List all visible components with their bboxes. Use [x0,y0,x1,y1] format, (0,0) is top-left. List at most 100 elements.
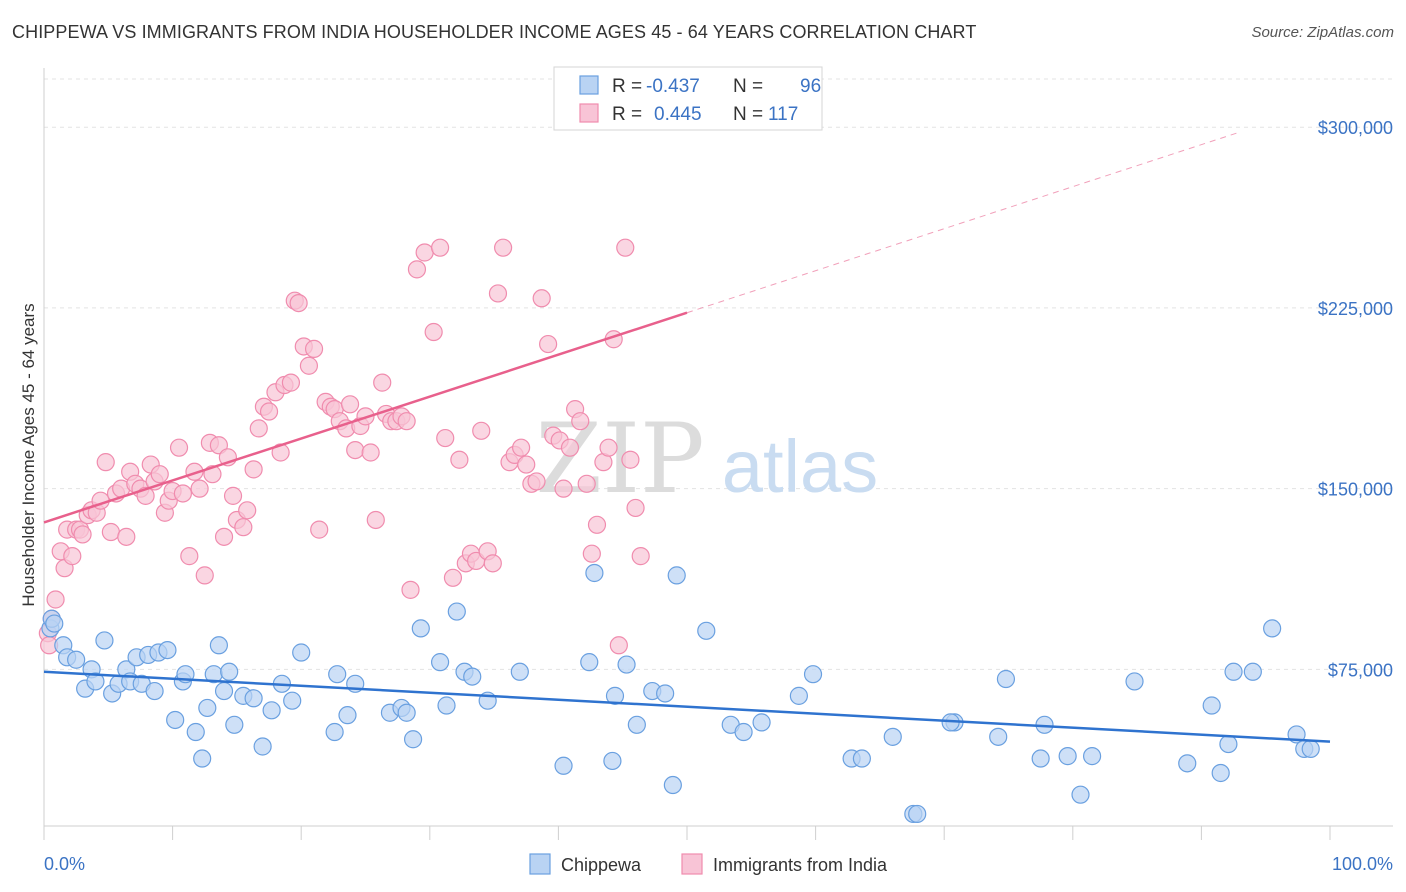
point-chippewa-68 [752,713,771,732]
series-legend-label-chippewa: Chippewa [561,855,642,875]
point-chippewa-91 [1243,662,1262,681]
series-legend-swatch-chippewa [529,853,551,875]
point-india-94 [512,438,531,457]
legend-swatch-chippewa [579,75,599,95]
legend-r-label: R = [612,76,642,97]
point-chippewa-29 [220,662,239,681]
point-chippewa-46 [411,619,430,638]
point-india-46 [249,419,268,438]
point-india-110 [599,438,618,457]
point-india-26 [150,465,169,484]
point-india-98 [532,289,551,308]
point-india-105 [571,412,590,431]
point-chippewa-82 [1058,747,1077,766]
chart-source: Source: ZipAtlas.com [1251,24,1394,41]
point-india-114 [621,450,640,469]
chart-title: CHIPPEWA VS IMMIGRANTS FROM INDIA HOUSEH… [12,22,977,42]
point-india-54 [289,294,308,313]
point-chippewa-17 [145,681,164,701]
point-chippewa-54 [554,756,573,775]
point-chippewa-33 [253,737,272,756]
point-chippewa-78 [989,727,1008,746]
point-india-52 [281,373,301,392]
series-legend-label-india: Immigrants from India [713,855,888,875]
point-chippewa-80 [1031,749,1050,768]
axes [43,68,1393,840]
point-chippewa-39 [328,665,347,684]
point-india-44 [238,501,257,520]
point-india-77 [407,260,427,279]
point-india-57 [304,339,324,358]
point-india-69 [366,510,385,530]
point-india-79 [424,322,443,342]
point-india-115 [626,498,645,518]
point-chippewa-57 [603,751,622,771]
point-chippewa-2 [45,614,64,633]
correlation-legend: R = -0.437 N = 96 R = 0.445 N = 117 [553,66,823,131]
point-india-90 [488,284,508,303]
y-tick-labels: $75,000 $150,000 $225,000 $300,000 [1318,118,1393,680]
point-chippewa-51 [463,667,482,686]
point-india-38 [209,436,228,455]
point-india-56 [299,356,319,375]
point-chippewa-25 [198,698,217,718]
legend-r-value-india: 0.445 [654,104,702,125]
point-chippewa-70 [803,665,823,684]
trend-line-extension-india [686,131,1241,314]
point-chippewa-79 [996,669,1016,689]
trend-line-india [43,311,688,524]
point-india-102 [554,479,573,498]
point-india-45 [244,460,263,479]
point-chippewa-64 [667,566,686,585]
points-series-immigrants-india [38,238,650,655]
point-india-7 [63,547,82,566]
point-india-107 [582,544,601,563]
point-india-16 [101,522,120,542]
point-india-30 [169,438,189,457]
point-india-87 [472,421,491,440]
point-india-68 [361,443,380,462]
point-chippewa-58 [605,686,625,705]
y-tick-label-3: $300,000 [1318,118,1393,138]
point-chippewa-56 [580,653,599,672]
x-tick-label-right: 100.0% [1332,854,1393,874]
series-legend-swatch-india [681,853,703,875]
point-chippewa-62 [656,684,675,703]
point-chippewa-72 [852,749,871,768]
point-chippewa-5 [67,650,86,669]
point-india-15 [96,453,115,472]
point-india-58 [310,520,329,539]
point-chippewa-37 [292,643,311,662]
point-india-80 [430,238,450,257]
point-chippewa-38 [325,722,344,742]
point-india-10 [73,525,92,544]
legend-swatch-india [579,103,599,123]
point-chippewa-60 [627,715,646,734]
point-india-108 [587,515,607,534]
point-india-112 [609,636,628,655]
point-chippewa-32 [244,689,263,708]
point-india-32 [180,547,199,566]
watermark: ZIP atlas [535,403,878,515]
point-chippewa-40 [338,706,357,725]
point-chippewa-20 [166,710,185,730]
point-chippewa-85 [1125,672,1144,691]
point-india-31 [173,484,192,503]
point-chippewa-49 [447,602,466,621]
y-axis-label: Householder Income Ages 45 - 64 years [19,303,38,606]
point-chippewa-44 [397,703,416,722]
series-legend: Chippewa Immigrants from India [529,853,888,875]
point-india-106 [577,474,596,493]
legend-n-label: N = [733,104,763,125]
point-india-39 [214,527,234,546]
correlation-legend-box [553,66,823,131]
trend-line-chippewa [43,670,1331,743]
point-chippewa-84 [1082,747,1102,766]
watermark-atlas: atlas [722,425,878,508]
point-india-78 [415,243,434,262]
point-chippewa-87 [1202,696,1221,715]
point-chippewa-83 [1071,785,1090,804]
point-india-83 [450,450,469,469]
point-india-97 [527,472,546,491]
